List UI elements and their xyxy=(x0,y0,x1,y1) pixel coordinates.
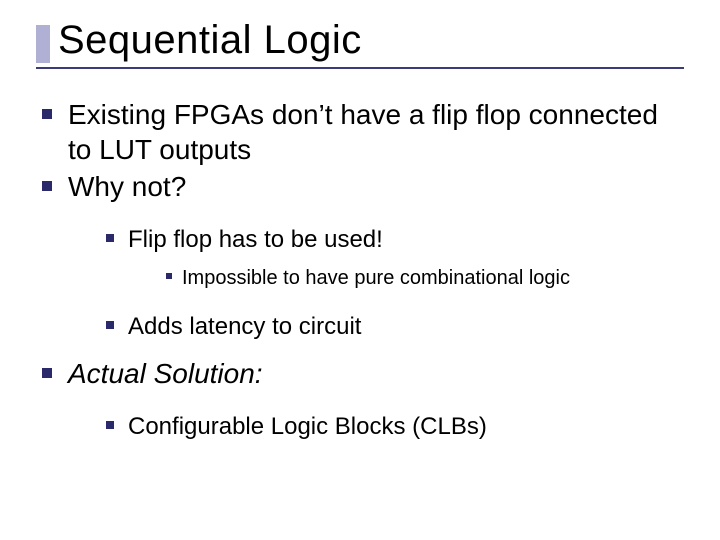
slide-title: Sequential Logic xyxy=(58,18,362,63)
bullet-lvl3: Impossible to have pure combinational lo… xyxy=(166,265,684,291)
square-bullet-icon xyxy=(106,421,114,429)
title-region: Sequential Logic xyxy=(36,18,684,69)
bullet-lvl2: Configurable Logic Blocks (CLBs) xyxy=(106,411,684,442)
bullet-lvl1: Existing FPGAs don’t have a flip flop co… xyxy=(42,97,684,167)
bullet-lvl2: Flip flop has to be used! xyxy=(106,224,684,255)
bullet-lvl1: Actual Solution: xyxy=(42,356,684,391)
title-accent-bar xyxy=(36,25,50,63)
square-bullet-icon xyxy=(106,234,114,242)
bullet-text: Why not? xyxy=(68,169,186,204)
square-bullet-icon xyxy=(106,321,114,329)
bullet-lvl2: Adds latency to circuit xyxy=(106,311,684,342)
bullet-text: Adds latency to circuit xyxy=(128,311,361,342)
bullet-text: Impossible to have pure combinational lo… xyxy=(182,265,570,291)
bullet-text: Flip flop has to be used! xyxy=(128,224,383,255)
square-bullet-icon xyxy=(42,368,52,378)
bullet-text-italic: Actual Solution: xyxy=(68,356,263,391)
square-bullet-icon xyxy=(166,273,172,279)
bullet-text: Configurable Logic Blocks (CLBs) xyxy=(128,411,487,442)
square-bullet-icon xyxy=(42,109,52,119)
square-bullet-icon xyxy=(42,181,52,191)
bullet-lvl1: Why not? xyxy=(42,169,684,204)
bullet-text: Existing FPGAs don’t have a flip flop co… xyxy=(68,97,684,167)
slide: Sequential Logic Existing FPGAs don’t ha… xyxy=(0,0,720,540)
